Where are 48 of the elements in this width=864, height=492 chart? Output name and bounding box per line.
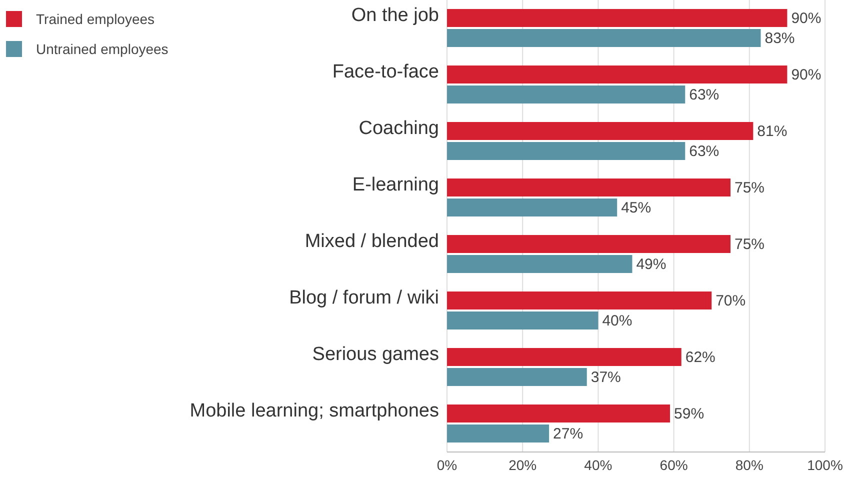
bar <box>447 29 761 47</box>
bar <box>447 178 730 196</box>
x-tick-label: 80% <box>735 456 764 473</box>
y-tick-label: On the job <box>351 4 439 26</box>
data-label: 75% <box>734 180 765 196</box>
y-tick-label: Coaching <box>358 118 439 139</box>
data-label: 63% <box>689 86 720 104</box>
data-label: 59% <box>674 406 704 422</box>
x-tick-label: 20% <box>508 456 537 473</box>
data-label: 62% <box>685 349 716 366</box>
data-label: 37% <box>590 369 621 386</box>
bar <box>447 255 632 273</box>
data-label: 27% <box>553 426 584 442</box>
legend-label: Untrained employees <box>36 40 168 59</box>
bar <box>447 142 686 160</box>
bar <box>447 198 618 216</box>
bar <box>447 424 550 442</box>
data-label: 90% <box>791 66 822 84</box>
bar <box>447 312 598 330</box>
data-label: 75% <box>734 236 765 253</box>
data-label: 49% <box>636 256 666 273</box>
data-label: 83% <box>764 30 795 47</box>
data-label: 81% <box>757 123 788 140</box>
bar <box>447 122 754 140</box>
y-tick-label: Mobile learning; smartphones <box>190 400 439 422</box>
y-tick-label: Serious games <box>312 344 439 365</box>
bar <box>447 348 682 366</box>
x-tick-label: 40% <box>584 456 612 473</box>
bar <box>447 292 712 310</box>
x-tick-label: 60% <box>660 456 688 473</box>
x-tick-label: 0% <box>436 456 458 473</box>
y-tick-label: Mixed / blended <box>304 230 439 252</box>
y-tick-label: Face-to-face <box>332 61 439 82</box>
legend-label: Trained employees <box>36 10 155 29</box>
data-label: 90% <box>791 10 822 27</box>
data-label: 45% <box>621 200 652 216</box>
data-label: 70% <box>716 292 746 310</box>
x-tick-label: 100% <box>807 456 843 473</box>
bar <box>447 404 670 422</box>
y-tick-label: Blog / forum / wiki <box>289 287 439 308</box>
bar <box>447 86 686 104</box>
bar <box>447 368 587 386</box>
bar <box>447 235 730 253</box>
data-label: 40% <box>602 312 632 330</box>
y-tick-label: E-learning <box>352 174 439 196</box>
data-label: 63% <box>689 143 720 160</box>
bar <box>447 9 788 27</box>
bar <box>447 66 788 84</box>
